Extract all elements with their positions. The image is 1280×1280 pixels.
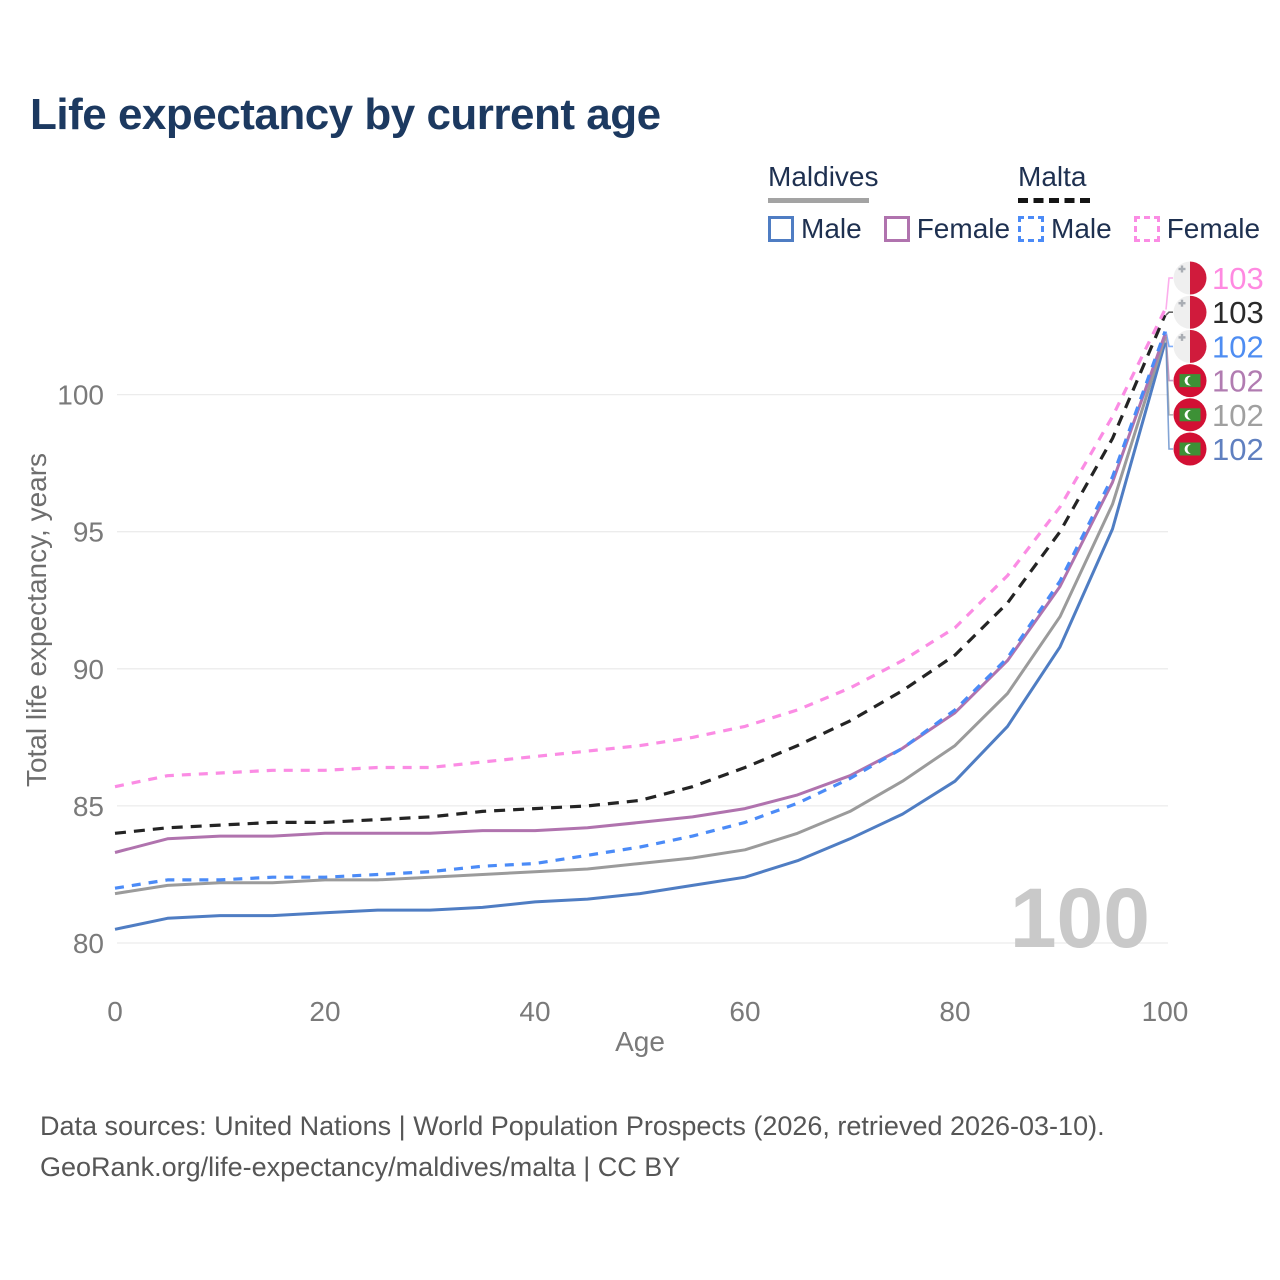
- end-label-malta_total: 103: [1165, 295, 1264, 330]
- end-label-maldives_total: 102: [1165, 336, 1264, 433]
- line-maldives_total: [114, 336, 1167, 896]
- line-maldives_male: [114, 342, 1167, 931]
- legend-country-malta[interactable]: Malta: [1018, 161, 1087, 192]
- legend-item-malta-male[interactable]: Male: [1018, 213, 1112, 245]
- legend-item-maldives-female[interactable]: Female: [883, 213, 1011, 245]
- end-label-value: 102: [1212, 432, 1264, 467]
- legend-label-malta-male: Male: [1051, 213, 1112, 244]
- legend-label-maldives-male: Male: [801, 213, 862, 244]
- legend-country-maldives[interactable]: Maldives: [768, 161, 879, 192]
- legend-label-maldives-female: Female: [916, 213, 1011, 244]
- y-axis-title: Total life expectancy, years: [21, 453, 52, 787]
- x-axis-title: Age: [615, 1026, 665, 1057]
- end-label-maldives_male: 102: [1165, 342, 1264, 467]
- x-tick-0: 0: [107, 996, 123, 1027]
- legend-item-malta-female[interactable]: Female: [1133, 213, 1261, 245]
- legend-group-malta: Malta Male Female: [1018, 161, 1280, 245]
- legend-swatch-malta-male[interactable]: [1018, 216, 1044, 242]
- x-tick-60: 60: [729, 996, 760, 1027]
- legend-linestyle-maldives: [768, 198, 869, 203]
- footer: Data sources: United Nations | World Pop…: [40, 1106, 1105, 1188]
- x-tick-40: 40: [519, 996, 550, 1027]
- footer-data-sources: Data sources: United Nations | World Pop…: [40, 1111, 1105, 1141]
- end-label-value: 102: [1212, 398, 1264, 433]
- end-label-connector: [1165, 342, 1173, 450]
- y-tick-100: 100: [57, 380, 104, 411]
- end-label-value: 103: [1212, 295, 1264, 330]
- y-tick-95: 95: [73, 517, 104, 548]
- x-tick-20: 20: [309, 996, 340, 1027]
- legend-linestyle-malta: [1018, 198, 1090, 203]
- y-tick-90: 90: [73, 654, 104, 685]
- end-label-value: 102: [1212, 364, 1264, 399]
- line-malta_male: [114, 330, 1167, 890]
- x-tick-80: 80: [939, 996, 970, 1027]
- legend-items-maldives: Male Female: [768, 213, 1032, 245]
- flag-maldives-icon: [1173, 398, 1207, 432]
- flag-maldives-icon: [1173, 364, 1207, 398]
- legend-swatch-maldives-female[interactable]: [883, 216, 910, 242]
- y-tick-80: 80: [73, 928, 104, 959]
- end-label-connector: [1165, 311, 1173, 316]
- legend-swatch-maldives-male[interactable]: [768, 216, 794, 242]
- flag-malta-icon: [1173, 329, 1207, 363]
- age-watermark: 100: [1010, 871, 1150, 965]
- flag-malta-icon: [1173, 261, 1207, 295]
- page-title: Life expectancy by current age: [30, 90, 661, 139]
- end-label-maldives_female: 102: [1165, 334, 1264, 399]
- footer-attribution-link: GeoRank.org/life-expectancy/maldives/mal…: [40, 1152, 681, 1182]
- end-label-value: 102: [1212, 329, 1264, 364]
- flag-malta-icon: [1173, 295, 1207, 329]
- end-label-connector: [1165, 277, 1173, 310]
- legend-group-maldives: Maldives Male Female: [768, 161, 1032, 245]
- line-malta_female: [114, 308, 1167, 789]
- end-label-malta_male: 102: [1165, 329, 1264, 364]
- x-tick-100: 100: [1142, 996, 1189, 1027]
- y-tick-85: 85: [73, 791, 104, 822]
- end-label-connector: [1165, 331, 1173, 348]
- line-maldives_female: [114, 333, 1167, 854]
- legend-swatch-malta-female[interactable]: [1133, 216, 1160, 242]
- end-label-malta_female: 103: [1165, 261, 1264, 310]
- legend-label-malta-female: Female: [1166, 213, 1261, 244]
- legend-item-maldives-male[interactable]: Male: [768, 213, 862, 245]
- line-malta_total: [114, 314, 1167, 835]
- end-label-value: 103: [1212, 261, 1264, 296]
- legend-items-malta: Male Female: [1018, 213, 1280, 245]
- flag-maldives-icon: [1173, 432, 1207, 466]
